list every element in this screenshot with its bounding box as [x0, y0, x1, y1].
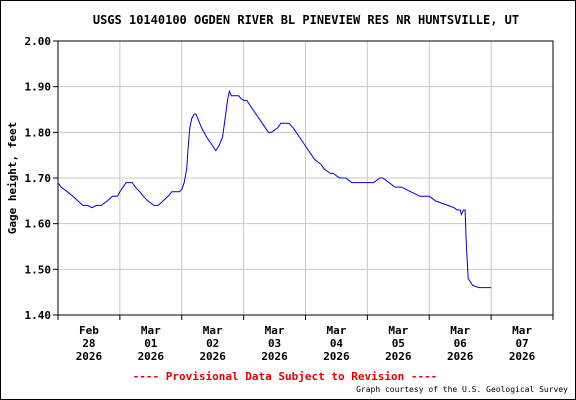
y-tick-label: 1.70 — [25, 172, 52, 185]
x-tick-label: Mar 07 2026 — [509, 324, 536, 363]
y-tick-label: 2.00 — [25, 35, 52, 48]
x-axis: Feb 28 2026 Mar 01 2026 Mar 02 2026 Mar 03 2026 Mar 0… — [57, 315, 554, 363]
series-line — [57, 89, 492, 289]
x-tick-label: Mar 03 2026 — [261, 324, 288, 363]
grid — [58, 40, 553, 316]
y-tick-label: 1.40 — [25, 309, 52, 322]
x-tick-label: Mar 01 2026 — [138, 324, 165, 363]
x-tick-label: Mar 05 2026 — [385, 324, 412, 363]
credit-text: Graph courtesy of the U.S. Geological Su… — [356, 385, 568, 394]
x-tick-label: Mar 04 2026 — [323, 324, 350, 363]
y-tick-label: 1.80 — [25, 126, 52, 139]
provisional-notice: ---- Provisional Data Subject to Revisio… — [133, 370, 438, 383]
chart-title: USGS 10140100 OGDEN RIVER BL PINEVIEW RE… — [93, 13, 519, 27]
x-tick-label: Mar 06 2026 — [447, 324, 474, 363]
y-tick-label: 1.50 — [25, 263, 52, 276]
x-tick-label: Feb 28 2026 — [76, 324, 103, 363]
x-tick-label: Mar 02 2026 — [199, 324, 226, 363]
y-axis: 1.40 1.50 1.60 1.70 1.80 1.90 2.00 — [25, 35, 58, 322]
y-tick-label: 1.90 — [25, 81, 52, 94]
y-axis-label: Gage height, feet — [6, 122, 19, 235]
y-tick-label: 1.60 — [25, 218, 52, 231]
series-layer — [57, 89, 492, 289]
